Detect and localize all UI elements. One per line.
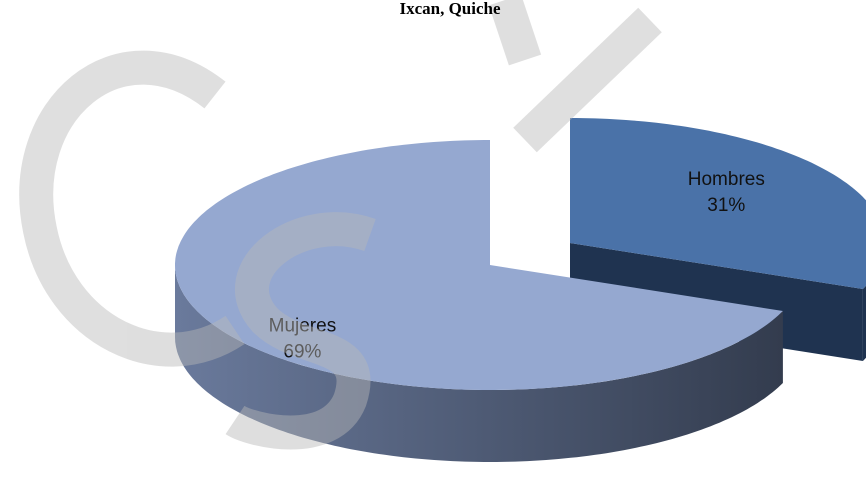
slice-value-label: 69%: [283, 342, 321, 363]
slice-top: [175, 140, 783, 390]
slice-label: Mujeres: [269, 316, 337, 337]
slice-value-label: 31%: [707, 195, 745, 216]
chart-title: Ixcan, Quiche: [399, 0, 501, 18]
pie: Hombres 31% Mujeres 69%: [175, 118, 866, 462]
slice: [175, 140, 783, 462]
slice-top: [570, 118, 866, 289]
slice-side: [862, 285, 866, 361]
watermark: [19, 0, 662, 450]
slice-side: [175, 265, 783, 462]
slice-label: Hombres: [688, 169, 765, 190]
